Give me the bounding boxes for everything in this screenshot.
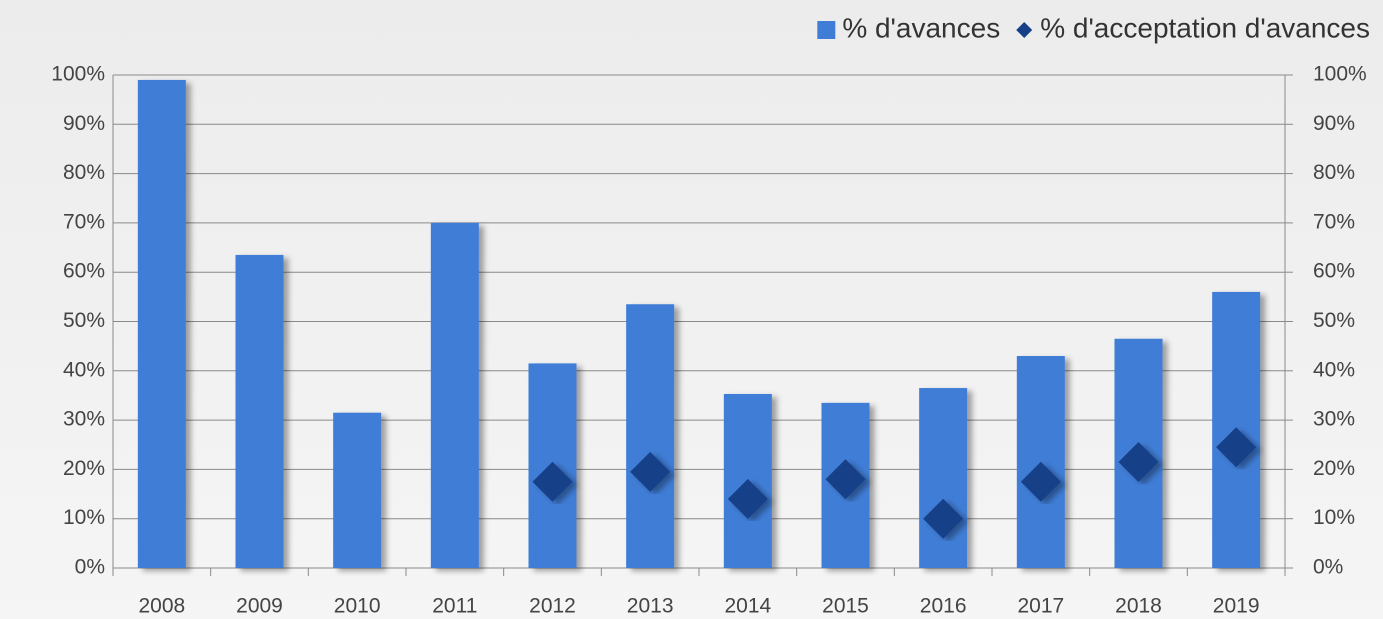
diamond-marker [1020, 461, 1061, 502]
diamond-marker [630, 451, 671, 492]
y2-tick-label: 0% [1313, 556, 1343, 579]
bar [137, 79, 186, 569]
diamond-marker [1118, 442, 1159, 483]
x-tick-label: 2012 [529, 595, 576, 618]
diamond-marker [532, 461, 573, 502]
x-tick-label: 2011 [432, 595, 477, 618]
legend-marker [1016, 22, 1033, 38]
diamond-marker [727, 478, 768, 519]
y2-tick-label: 60% [1313, 260, 1355, 283]
legend: % d'acceptation d'avances % d'avances [817, 12, 1370, 43]
y-tick-label: 100% [51, 63, 105, 86]
x-tick-label: 2008 [138, 595, 185, 618]
x-tick-label: 2010 [334, 595, 381, 618]
y2-tick-label: 40% [1313, 358, 1355, 381]
bar [235, 254, 284, 568]
diamond-marker [1216, 427, 1257, 468]
legend-label: % d'avances [842, 12, 1000, 43]
y2-tick-label: 90% [1313, 112, 1355, 135]
y-tick-label: 80% [63, 161, 105, 184]
y-tick-label: 40% [63, 358, 105, 381]
y2-tick-label: 10% [1313, 506, 1355, 529]
y-tick-label: 50% [63, 309, 105, 332]
y2-tick-label: 20% [1313, 457, 1355, 480]
y-tick-label: 10% [63, 506, 105, 529]
bar [430, 222, 479, 568]
x-tick-label: 2017 [1017, 595, 1064, 618]
y-tick-label: 90% [63, 112, 105, 135]
x-tick-label: 2019 [1213, 595, 1260, 618]
y-tick-label: 0% [75, 556, 105, 579]
legend-marker [817, 21, 836, 39]
y2-tick-label: 70% [1313, 210, 1355, 233]
diamond-marker [825, 459, 866, 500]
x-tick-label: 2013 [627, 595, 674, 618]
x-tick-label: 2014 [724, 595, 771, 618]
bar [626, 304, 675, 568]
y-tick-label: 60% [63, 260, 105, 283]
legend-label: % d'acceptation d'avances [1040, 12, 1370, 43]
x-tick-label: 2018 [1115, 595, 1162, 618]
y-tick-label: 20% [63, 457, 105, 480]
y2-tick-label: 80% [1313, 161, 1355, 184]
x-tick-label: 2015 [822, 595, 869, 618]
y2-tick-label: 100% [1313, 63, 1367, 86]
y-tick-label: 70% [63, 210, 105, 233]
bar [919, 388, 968, 568]
x-tick-label: 2009 [236, 595, 283, 618]
y-tick-label: 30% [63, 408, 105, 431]
bar [333, 412, 382, 568]
diamond-marker [923, 498, 964, 539]
y2-tick-label: 30% [1313, 408, 1355, 431]
x-tick-label: 2016 [920, 595, 967, 618]
y2-tick-label: 50% [1313, 309, 1355, 332]
